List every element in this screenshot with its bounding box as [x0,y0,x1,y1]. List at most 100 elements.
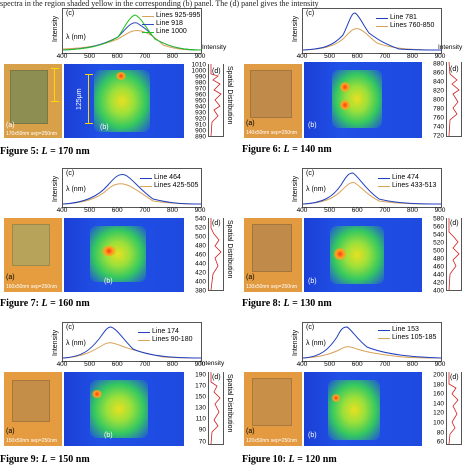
nanostructure-array [252,224,292,272]
sample-label: 150x50nm sep=250nm [6,438,58,444]
x-tick: 700 [139,361,151,368]
y-tick: 420 [195,269,206,277]
y-tick: 440 [433,271,444,279]
lambda-label: λ (nm) [66,186,86,193]
x-tick: 400 [296,207,308,214]
y-tick: 400 [195,278,206,286]
panel-b-tag: (b) [308,278,317,285]
y-tick: 170 [195,382,206,390]
legend-swatch [138,331,150,333]
y-tick: 140 [433,400,444,408]
legend-entry: Line 918 [156,20,183,27]
y-tick: 580 [433,215,444,223]
heatmap: 125μm (b) [64,64,184,138]
figure-caption: Figure 8: L = 130 nm [242,298,332,309]
y-axis-ticks: 1010 1000 990 980 970 960 950 940 930 92… [186,62,206,140]
y-tick: 840 [433,78,444,86]
y-tick: 150 [195,393,206,401]
side-intensity-label: Intensity [200,360,225,367]
spatial-profile [208,218,224,291]
panel-d-tag: (d) [450,220,459,227]
y-tick: 500 [195,233,206,241]
sample-label: 170x50nm sep=250nm [6,131,58,137]
x-tick: 900 [434,207,446,214]
y-axis-ticks: 580 560 540 520 500 480 460 440 420 400 [422,215,444,294]
intensity-label: Intensity [292,175,299,202]
y-tick: 540 [195,215,206,223]
y-tick: 180 [433,381,444,389]
figure-caption: Figure 10: L = 120 nm [242,454,337,465]
y-tick: 480 [433,255,444,263]
hot-spot [334,248,346,260]
x-tick: 900 [434,53,446,60]
spectrum-plot [302,168,442,208]
y-tick: 740 [433,123,444,131]
x-tick: 600 [111,207,123,214]
panel-b-tag: (b) [104,432,113,439]
x-axis-ticks: 400 500 600 700 800 900 [297,207,446,215]
x-tick: 800 [166,207,178,214]
legend-swatch [378,177,390,179]
panel-d-tag: (d) [212,68,221,75]
sample-label: 120x50nm sep=250nm [246,438,298,444]
scale-bar [85,74,93,124]
intensity-label: Intensity [292,15,299,42]
y-tick: 860 [433,69,444,77]
emission-region [332,70,382,128]
legend-swatch [140,185,152,187]
legend-entry: Lines 760-850 [390,22,435,29]
y-tick: 990 [195,73,206,81]
heatmap: (b) [304,372,422,446]
y-tick: 970 [195,85,206,93]
spectrum-plot [302,322,442,362]
panel-a-tag: (a) [6,428,15,435]
x-tick: 700 [379,53,391,60]
y-tick: 80 [436,429,444,437]
legend-swatch [376,25,388,27]
x-tick: 900 [434,361,446,368]
panel-a-tag: (a) [246,428,255,435]
y-tick: 920 [195,115,206,123]
y-tick: 460 [433,263,444,271]
sample-photo: (a) 130x50nm sep=250nm [244,218,302,292]
legend: Line 474 Lines 433-513 [378,174,436,190]
legend-swatch [142,31,154,33]
x-tick: 700 [379,207,391,214]
sample-photo: (a) 120x50nm sep=250nm [244,372,302,446]
legend-swatch [378,185,390,187]
y-tick: 460 [195,251,206,259]
heatmap: (b) [64,218,184,292]
y-tick: 90 [198,426,206,434]
legend-entry: Lines 433-513 [392,182,437,189]
y-tick: 200 [433,371,444,379]
x-tick: 500 [324,207,336,214]
y-tick: 780 [433,105,444,113]
x-tick: 500 [324,361,336,368]
legend-entry: Line 174 [152,328,179,335]
spatial-profile [446,372,462,445]
nanostructure-array [12,380,50,422]
y-tick: 520 [195,224,206,232]
x-axis-ticks: 400 500 600 700 800 900 [57,361,206,369]
y-tick: 820 [433,87,444,95]
x-tick: 900 [194,207,206,214]
y-tick: 110 [195,415,206,423]
y-tick: 130 [195,404,206,412]
legend-swatch [138,339,150,341]
x-axis-ticks: 400 500 600 700 800 900 [297,361,446,369]
panel-c-tag: (c) [306,10,315,17]
y-tick: 930 [195,109,206,117]
hot-spot [340,100,350,110]
y-tick: 380 [195,287,206,295]
x-tick: 800 [166,361,178,368]
panel-c-tag: (c) [306,170,315,177]
legend-entry: Line 1000 [156,28,187,35]
panel-d-tag: (d) [450,374,459,381]
legend-entry: Line 464 [154,174,181,181]
spatial-profile [446,62,462,137]
legend-swatch [378,337,390,339]
legend: Line 153 Lines 105-185 [378,326,436,342]
heatmap: (b) [304,62,422,138]
emission-region [90,380,148,438]
figure-caption: Figure 5: L = 170 nm [0,146,90,157]
